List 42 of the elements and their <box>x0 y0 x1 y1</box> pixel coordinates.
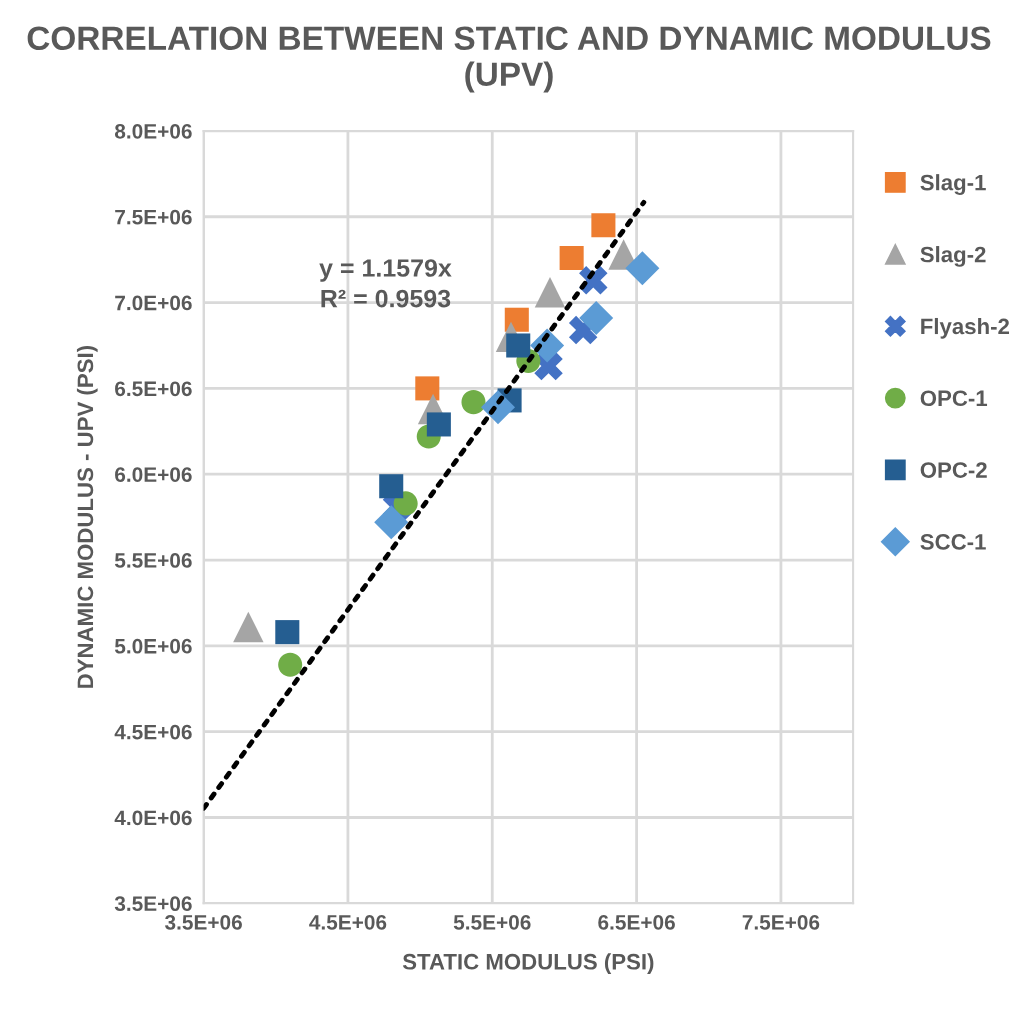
annotation: R² = 0.9593 <box>321 289 451 308</box>
chart-title: CORRELATION BETWEEN STATIC AND DYNAMIC MODULUS (UPV) <box>27 26 991 93</box>
y-tick-label: 5.0E+06 <box>114 638 192 654</box>
point <box>233 611 264 643</box>
y-tick-label: 7.5E+06 <box>115 209 192 225</box>
annotation: y = 1.1579x <box>319 259 452 282</box>
point <box>379 474 404 499</box>
y-tick-label: 4.5E+06 <box>114 724 192 740</box>
x-axis-title: STATIC MODULUS (PSI) <box>402 953 654 974</box>
legend-label: OPC-1 <box>920 390 988 407</box>
point <box>559 245 584 270</box>
point <box>534 277 566 308</box>
y-tick-label: 5.5E+06 <box>114 553 192 568</box>
y-axis-title: DYNAMIC MODULUS - UPV (PSI) <box>76 346 98 688</box>
legend-label: Slag-2 <box>920 246 986 267</box>
legend-label: Flyash-2 <box>921 317 1010 339</box>
legend-label: Slag-1 <box>920 174 986 195</box>
point <box>625 251 660 286</box>
point <box>591 213 616 238</box>
x-tick-label: 6.5E+06 <box>598 914 675 930</box>
point <box>393 491 418 516</box>
point <box>426 412 451 437</box>
y-tick-label: 4.0E+06 <box>114 810 192 826</box>
x-tick-label: 4.5E+06 <box>309 914 387 930</box>
point <box>504 307 529 332</box>
y-tick-label: 8.0E+06 <box>114 123 192 139</box>
y-tick-label: 6.0E+06 <box>115 467 192 482</box>
x-tick-label: 7.5E+06 <box>742 914 820 930</box>
y-tick-label: 3.5E+06 <box>114 896 192 912</box>
legend-label: OPC-2 <box>920 462 987 478</box>
point <box>461 390 486 415</box>
x-tick-label: 5.5E+06 <box>453 914 531 930</box>
legend-label: SCC-1 <box>920 534 986 550</box>
point <box>278 652 303 677</box>
x-tick-label: 3.5E+06 <box>164 914 242 930</box>
y-tick-label: 6.5E+06 <box>115 381 192 397</box>
point <box>415 376 440 401</box>
y-tick-label: 7.0E+06 <box>115 295 192 311</box>
point <box>506 333 531 358</box>
point <box>275 620 300 645</box>
point <box>579 301 614 336</box>
point <box>374 505 409 540</box>
